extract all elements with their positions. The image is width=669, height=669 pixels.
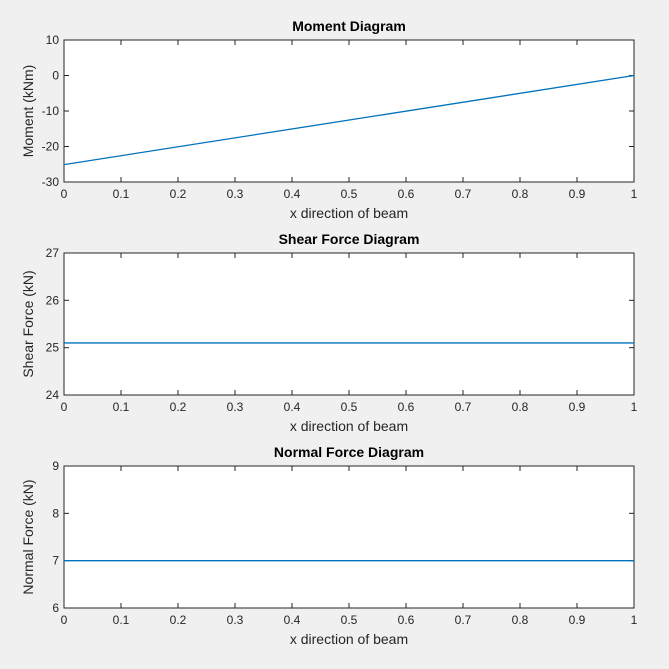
x-tick-label: 0 (61, 187, 68, 201)
x-tick-label: 0.5 (341, 187, 358, 201)
x-tick-label: 0.3 (227, 187, 244, 201)
x-tick-label: 0.1 (113, 613, 130, 627)
x-tick-label: 0 (61, 400, 68, 414)
x-tick-label: 0.2 (170, 613, 187, 627)
y-tick-label: 10 (46, 33, 60, 47)
chart-title: Normal Force Diagram (274, 444, 424, 460)
x-tick-label: 0.5 (341, 400, 358, 414)
y-tick-label: 26 (46, 293, 60, 307)
x-tick-label: 0.1 (113, 187, 130, 201)
x-tick-label: 1 (631, 187, 638, 201)
x-tick-label: 1 (631, 613, 638, 627)
x-tick-label: 0.8 (512, 187, 529, 201)
x-tick-label: 0 (61, 613, 68, 627)
chart-2: 0 0.1 0.2 0.3 0.4 0.5 0.6 0.7 0.8 0.9 1 6 7 8 9 Normal … (20, 444, 638, 647)
x-tick-label: 0.9 (569, 187, 586, 201)
y-tick-label: 0 (52, 69, 59, 83)
y-tick-label: 24 (46, 388, 60, 402)
y-axis-label: Normal Force (kN) (20, 479, 36, 594)
x-tick-label: 0.7 (455, 187, 472, 201)
chart-0: 0 0.1 0.2 0.3 0.4 0.5 0.6 0.7 0.8 0.9 1 -30 -20 -10 0 1… (20, 18, 638, 221)
y-tick-label: -10 (42, 104, 60, 118)
y-tick-label: 25 (46, 341, 60, 355)
plot-area (63, 39, 635, 183)
x-tick-label: 0.6 (398, 400, 415, 414)
chart-title: Shear Force Diagram (279, 231, 420, 247)
x-tick-label: 0.8 (512, 613, 529, 627)
plot-area (63, 465, 635, 609)
x-tick-label: 0.2 (170, 187, 187, 201)
x-tick-label: 0.9 (569, 400, 586, 414)
x-tick-label: 0.4 (284, 400, 301, 414)
y-tick-label: 7 (52, 554, 59, 568)
y-tick-label: -30 (42, 175, 60, 189)
y-tick-label: 27 (46, 246, 60, 260)
y-tick-label: 9 (52, 459, 59, 473)
series-line-0 (63, 74, 635, 166)
x-axis-label: x direction of beam (290, 205, 408, 221)
x-axis-label: x direction of beam (290, 418, 408, 434)
x-tick-label: 0.1 (113, 400, 130, 414)
x-tick-label: 0.2 (170, 400, 187, 414)
chart-title: Moment Diagram (292, 18, 406, 34)
x-tick-label: 0.5 (341, 613, 358, 627)
x-tick-label: 0.8 (512, 400, 529, 414)
y-tick-label: -20 (42, 140, 60, 154)
plot-area (63, 252, 635, 396)
x-tick-label: 0.6 (398, 187, 415, 201)
y-axis-label: Shear Force (kN) (20, 270, 36, 377)
x-tick-label: 0.7 (455, 400, 472, 414)
chart-1: 0 0.1 0.2 0.3 0.4 0.5 0.6 0.7 0.8 0.9 1 24 25 26 27 She… (20, 231, 638, 434)
x-tick-label: 0.4 (284, 187, 301, 201)
y-tick-label: 8 (52, 506, 59, 520)
x-tick-label: 0.7 (455, 613, 472, 627)
y-axis-label: Moment (kNm) (20, 65, 36, 158)
x-tick-label: 1 (631, 400, 638, 414)
x-tick-label: 0.3 (227, 613, 244, 627)
x-tick-label: 0.3 (227, 400, 244, 414)
x-axis-label: x direction of beam (290, 631, 408, 647)
y-tick-label: 6 (52, 601, 59, 615)
x-tick-label: 0.4 (284, 613, 301, 627)
x-tick-label: 0.6 (398, 613, 415, 627)
x-tick-label: 0.9 (569, 613, 586, 627)
